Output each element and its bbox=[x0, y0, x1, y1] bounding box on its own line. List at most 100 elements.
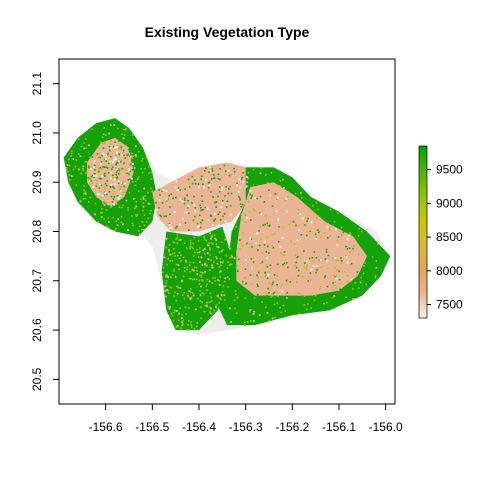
raster-cell bbox=[217, 294, 219, 296]
raster-cell bbox=[199, 274, 201, 277]
raster-cell bbox=[218, 186, 221, 188]
raster-cell bbox=[217, 224, 220, 227]
raster-cell bbox=[200, 178, 202, 181]
raster-cell bbox=[169, 306, 171, 308]
raster-cell bbox=[353, 245, 355, 247]
raster-cell bbox=[361, 230, 363, 233]
raster-cell bbox=[300, 255, 303, 257]
raster-cell bbox=[285, 197, 288, 200]
raster-cell bbox=[287, 196, 289, 198]
raster-cell bbox=[310, 268, 313, 271]
raster-cell bbox=[169, 253, 172, 256]
raster-cell bbox=[119, 145, 121, 148]
raster-cell bbox=[160, 215, 162, 218]
raster-cell bbox=[113, 178, 116, 181]
raster-cell bbox=[242, 282, 245, 284]
raster-cell bbox=[230, 213, 232, 216]
raster-cell bbox=[192, 242, 194, 245]
raster-cell bbox=[186, 266, 189, 269]
raster-cell bbox=[303, 295, 306, 297]
raster-cell bbox=[316, 229, 319, 231]
raster-cell bbox=[352, 247, 354, 250]
raster-cell bbox=[271, 205, 274, 207]
raster-cell bbox=[224, 223, 227, 226]
raster-cell bbox=[244, 321, 246, 323]
raster-cell bbox=[356, 271, 359, 273]
raster-cell bbox=[200, 274, 203, 276]
raster-cell bbox=[122, 223, 124, 226]
raster-cell bbox=[132, 198, 135, 200]
raster-cell bbox=[344, 254, 347, 257]
raster-cell bbox=[214, 201, 216, 204]
raster-cell bbox=[143, 214, 146, 216]
raster-cell bbox=[101, 154, 103, 157]
raster-cell bbox=[245, 221, 247, 224]
raster-cell bbox=[118, 206, 121, 209]
raster-cell bbox=[108, 160, 111, 163]
raster-cell bbox=[117, 180, 120, 183]
raster-cell bbox=[176, 189, 179, 191]
raster-cell bbox=[220, 250, 223, 253]
raster-cell bbox=[120, 159, 123, 162]
raster-cell bbox=[168, 307, 171, 310]
x-tick-label: -156.0 bbox=[369, 420, 403, 434]
raster-cell bbox=[220, 298, 222, 301]
raster-cell bbox=[148, 165, 150, 168]
raster-cell bbox=[244, 324, 246, 326]
raster-cell bbox=[221, 291, 224, 293]
raster-cell bbox=[115, 200, 118, 202]
raster-cell bbox=[194, 251, 196, 254]
raster-cell bbox=[99, 167, 102, 169]
raster-cell bbox=[176, 234, 179, 236]
raster-cell bbox=[309, 272, 312, 274]
raster-cell bbox=[161, 271, 164, 274]
y-tick-label: 20.7 bbox=[30, 269, 44, 293]
raster-cell bbox=[358, 227, 360, 230]
raster-cell bbox=[215, 243, 218, 246]
raster-cell bbox=[283, 187, 285, 189]
raster-cell bbox=[337, 212, 339, 214]
raster-cell bbox=[221, 262, 224, 264]
raster-cell bbox=[210, 317, 213, 320]
raster-cell bbox=[174, 186, 177, 189]
raster-cell bbox=[207, 258, 210, 261]
raster-cell bbox=[201, 264, 204, 266]
raster-cell bbox=[187, 324, 189, 326]
raster-cell bbox=[229, 185, 231, 188]
raster-cell bbox=[280, 285, 282, 288]
raster-cell bbox=[334, 267, 336, 269]
raster-cell bbox=[326, 285, 329, 288]
raster-cell bbox=[121, 167, 124, 170]
raster-cell bbox=[141, 171, 144, 174]
raster-cell bbox=[220, 264, 222, 266]
raster-cell bbox=[100, 216, 102, 219]
raster-cell bbox=[217, 195, 219, 198]
raster-cell bbox=[172, 270, 175, 272]
raster-cell bbox=[290, 240, 292, 243]
raster-cell bbox=[210, 242, 213, 244]
raster-cell bbox=[203, 310, 206, 313]
raster-cell bbox=[159, 214, 161, 217]
raster-cell bbox=[120, 181, 123, 184]
raster-cell bbox=[359, 281, 362, 284]
raster-cell bbox=[162, 189, 165, 192]
raster-cell bbox=[265, 250, 268, 253]
raster-cell bbox=[340, 226, 343, 229]
raster-cell bbox=[314, 294, 317, 297]
raster-cell bbox=[115, 220, 118, 222]
raster-cell bbox=[213, 213, 216, 215]
raster-cell bbox=[158, 207, 160, 209]
raster-cell bbox=[349, 264, 351, 266]
raster-cell bbox=[103, 158, 106, 161]
raster-cell bbox=[192, 261, 195, 264]
raster-cell bbox=[84, 197, 87, 200]
raster-cell bbox=[220, 294, 223, 297]
raster-cell bbox=[227, 169, 230, 172]
raster-cell bbox=[310, 279, 312, 281]
raster-cell bbox=[264, 275, 266, 278]
raster-cell bbox=[135, 214, 137, 216]
raster-cell bbox=[201, 219, 204, 221]
raster-cell bbox=[335, 258, 337, 261]
raster-cell bbox=[196, 322, 198, 324]
raster-cell bbox=[94, 213, 96, 216]
